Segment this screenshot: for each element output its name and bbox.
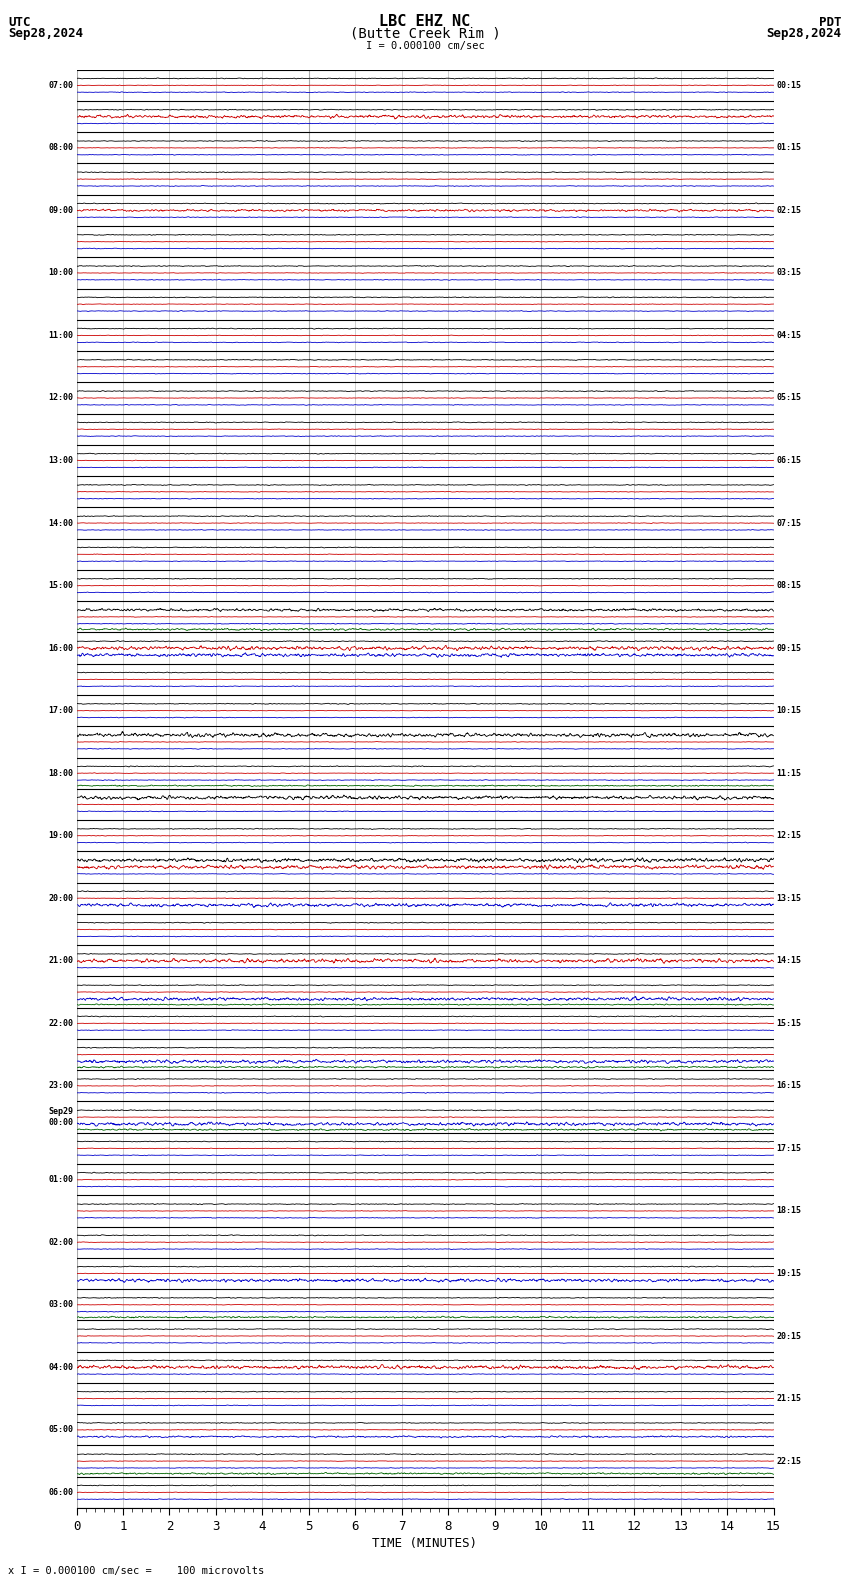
Text: 13:00: 13:00	[48, 456, 74, 466]
Text: 06:00: 06:00	[48, 1487, 74, 1497]
Text: 17:15: 17:15	[776, 1144, 802, 1153]
Text: LBC EHZ NC: LBC EHZ NC	[379, 14, 471, 29]
Text: 03:00: 03:00	[48, 1300, 74, 1310]
Text: 04:00: 04:00	[48, 1362, 74, 1372]
Text: 08:00: 08:00	[48, 144, 74, 152]
Text: 03:15: 03:15	[776, 268, 802, 277]
Text: 04:15: 04:15	[776, 331, 802, 341]
Text: 22:15: 22:15	[776, 1457, 802, 1465]
Text: 01:15: 01:15	[776, 144, 802, 152]
Text: 11:00: 11:00	[48, 331, 74, 341]
Text: x I = 0.000100 cm/sec =    100 microvolts: x I = 0.000100 cm/sec = 100 microvolts	[8, 1567, 264, 1576]
Text: 14:00: 14:00	[48, 518, 74, 527]
Text: 15:00: 15:00	[48, 581, 74, 591]
Text: 13:15: 13:15	[776, 893, 802, 903]
Text: 21:00: 21:00	[48, 957, 74, 965]
Text: 08:15: 08:15	[776, 581, 802, 591]
Text: 22:00: 22:00	[48, 1019, 74, 1028]
Text: 20:15: 20:15	[776, 1332, 802, 1340]
Text: 14:15: 14:15	[776, 957, 802, 965]
Text: 12:15: 12:15	[776, 832, 802, 840]
Text: 10:00: 10:00	[48, 268, 74, 277]
Text: 20:00: 20:00	[48, 893, 74, 903]
Text: 19:15: 19:15	[776, 1269, 802, 1278]
Text: 18:15: 18:15	[776, 1207, 802, 1215]
Text: 16:00: 16:00	[48, 643, 74, 653]
Text: PDT: PDT	[819, 16, 842, 29]
Text: 09:15: 09:15	[776, 643, 802, 653]
Text: 07:15: 07:15	[776, 518, 802, 527]
X-axis label: TIME (MINUTES): TIME (MINUTES)	[372, 1536, 478, 1549]
Text: 02:15: 02:15	[776, 206, 802, 215]
Text: Sep28,2024: Sep28,2024	[767, 27, 842, 40]
Text: UTC: UTC	[8, 16, 31, 29]
Text: 02:00: 02:00	[48, 1237, 74, 1247]
Text: 07:00: 07:00	[48, 81, 74, 90]
Text: Sep29
00:00: Sep29 00:00	[48, 1107, 74, 1126]
Text: 19:00: 19:00	[48, 832, 74, 840]
Text: 00:15: 00:15	[776, 81, 802, 90]
Text: (Butte Creek Rim ): (Butte Creek Rim )	[349, 27, 501, 40]
Text: I = 0.000100 cm/sec: I = 0.000100 cm/sec	[366, 41, 484, 51]
Text: 21:15: 21:15	[776, 1394, 802, 1403]
Text: 09:00: 09:00	[48, 206, 74, 215]
Text: 05:00: 05:00	[48, 1426, 74, 1434]
Text: 15:15: 15:15	[776, 1019, 802, 1028]
Text: 16:15: 16:15	[776, 1082, 802, 1090]
Text: 05:15: 05:15	[776, 393, 802, 402]
Text: 10:15: 10:15	[776, 706, 802, 714]
Text: 11:15: 11:15	[776, 768, 802, 778]
Text: 01:00: 01:00	[48, 1175, 74, 1185]
Text: 12:00: 12:00	[48, 393, 74, 402]
Text: 18:00: 18:00	[48, 768, 74, 778]
Text: 23:00: 23:00	[48, 1082, 74, 1090]
Text: Sep28,2024: Sep28,2024	[8, 27, 83, 40]
Text: 17:00: 17:00	[48, 706, 74, 714]
Text: 06:15: 06:15	[776, 456, 802, 466]
